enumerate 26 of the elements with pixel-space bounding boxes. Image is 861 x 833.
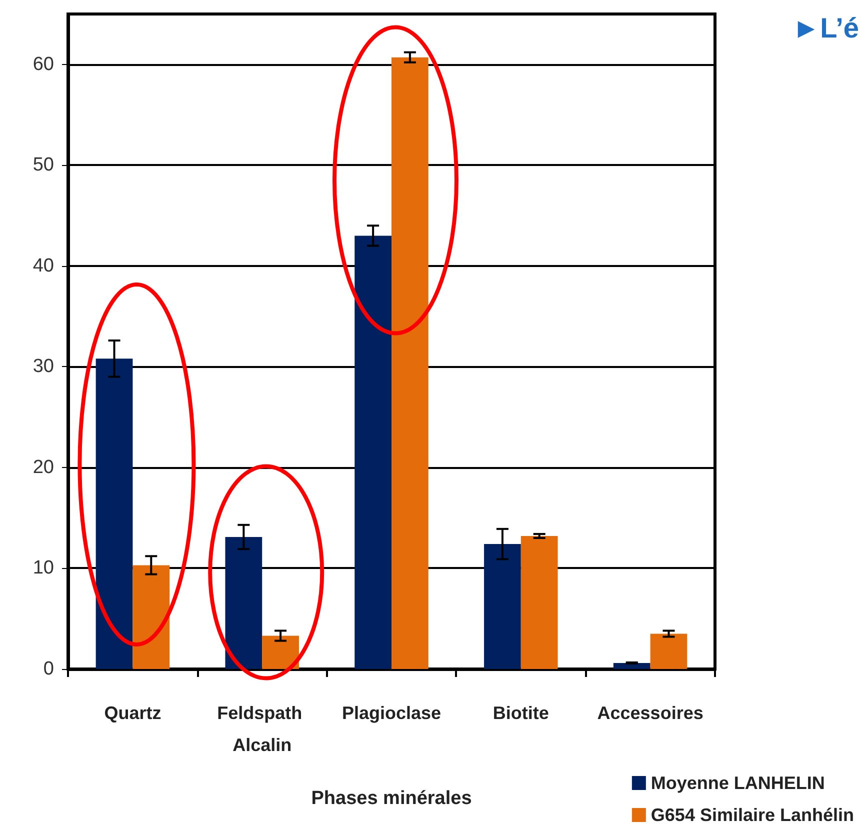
y-tick-label: 50 (32, 154, 54, 176)
y-tick-label: 60 (32, 54, 54, 75)
bar (650, 634, 688, 669)
y-tick-label: 40 (32, 255, 54, 276)
bar (484, 544, 521, 669)
x-tick-label: Biotite (492, 703, 549, 723)
bar (354, 236, 392, 669)
bar (613, 662, 650, 669)
x-tick-label: Accessoires (597, 703, 704, 723)
bar (96, 358, 133, 669)
y-tick-label: 0 (43, 658, 54, 680)
y-tick-label: 10 (32, 558, 54, 579)
x-axis-title: Phases minérales (311, 788, 472, 809)
text: ►L’é (792, 12, 859, 44)
bar (392, 57, 428, 669)
bar (262, 636, 299, 669)
bar (132, 565, 170, 669)
x-tick-label: Quartz (104, 703, 162, 723)
y-tick-label: 20 (32, 456, 54, 478)
y-tick-label: 30 (32, 356, 54, 378)
x-tick-label: Plagioclase (342, 703, 442, 723)
legend-label: G654 Similaire Lanhélin (650, 805, 854, 825)
bar (520, 536, 558, 669)
legend-label: Moyenne LANHELIN (650, 773, 825, 793)
bar (225, 536, 262, 669)
x-tick-label: Feldspath Alcalin (217, 703, 308, 755)
